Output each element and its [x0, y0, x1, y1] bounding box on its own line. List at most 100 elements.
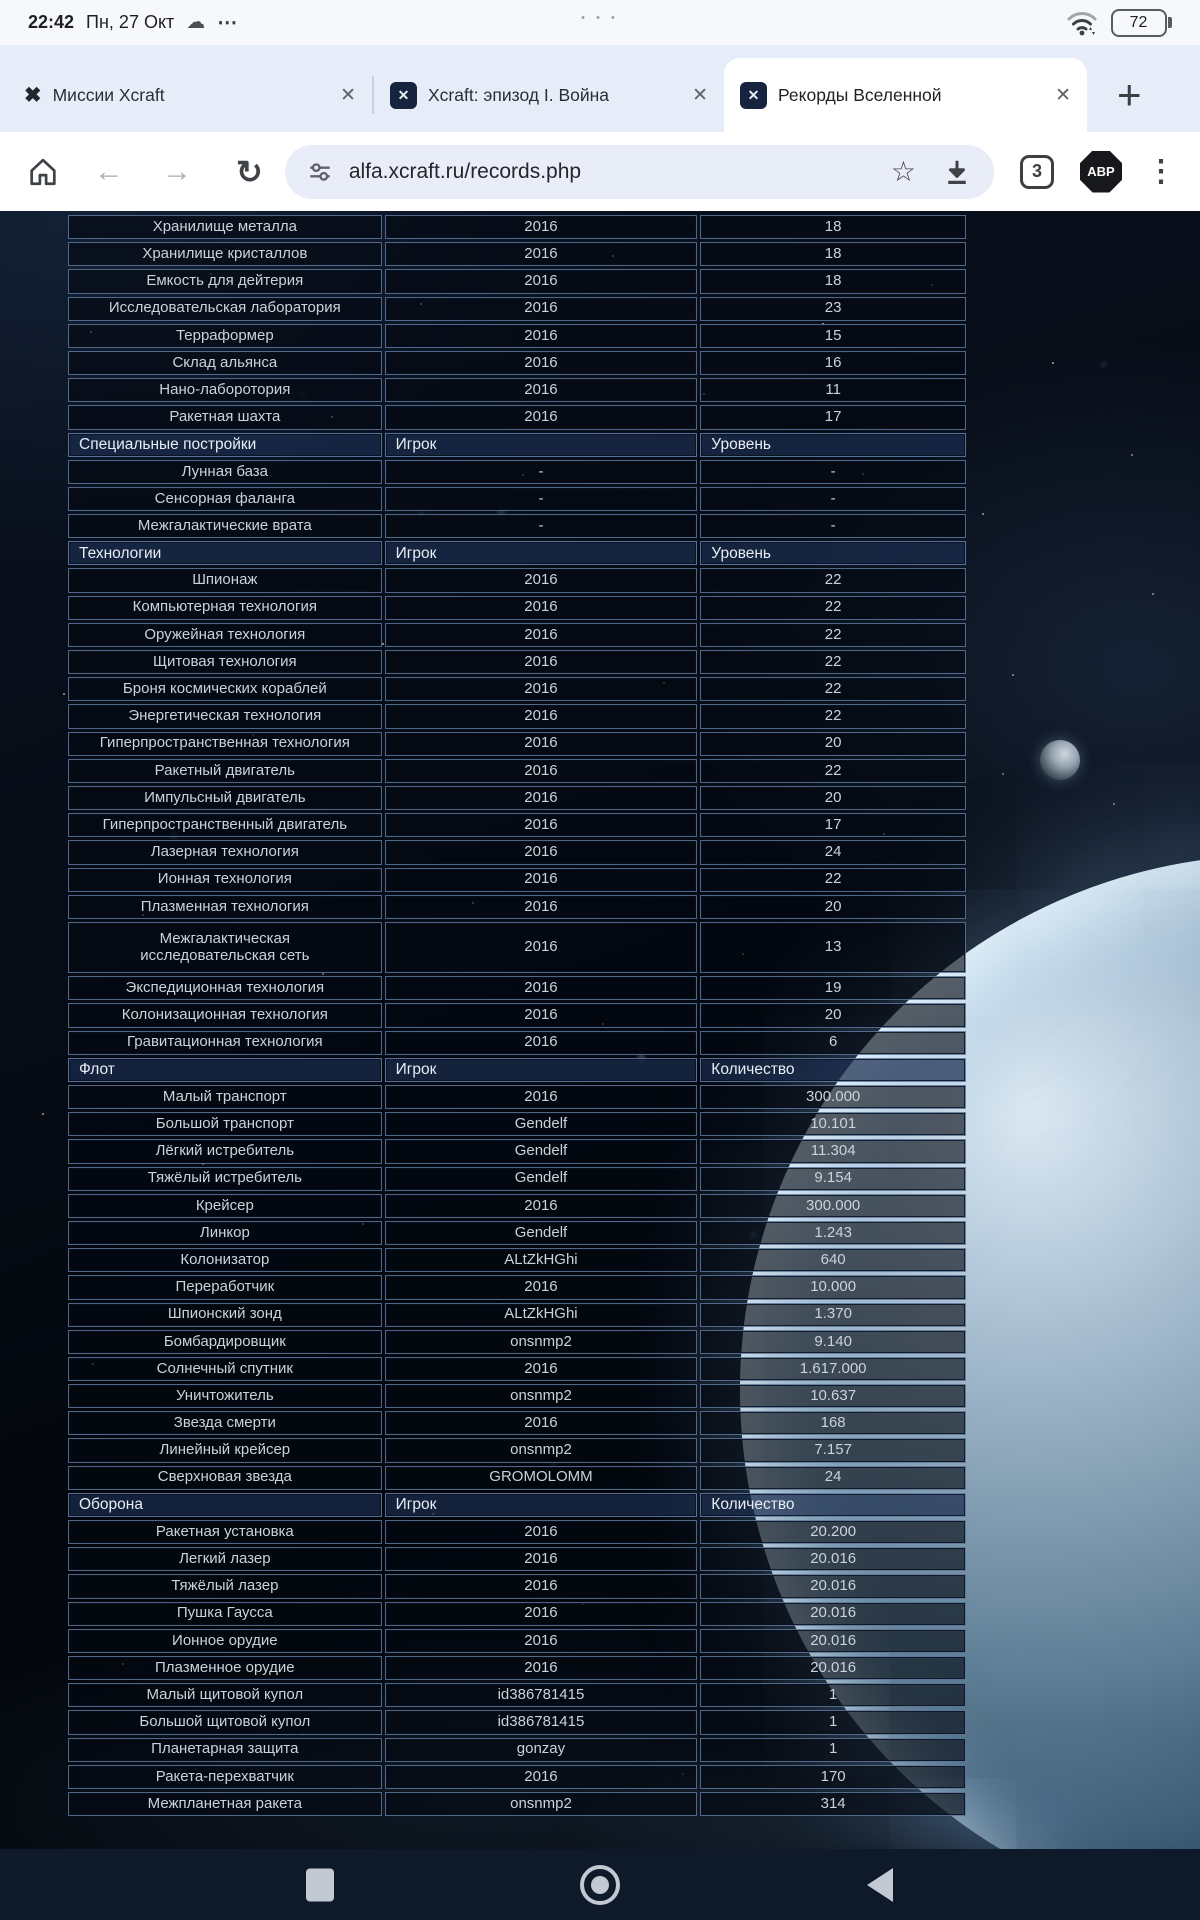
table-cell: 2016 [384, 1030, 698, 1055]
table-cell: Gendelf [384, 1166, 698, 1191]
table-header-cell: Игрок [384, 1492, 698, 1518]
status-right-group: 72 [1067, 8, 1172, 37]
table-cell: Исследовательская лаборатория [68, 296, 382, 321]
table-cell: Хранилище металла [68, 215, 382, 240]
clock: 22:42 [28, 12, 75, 32]
reload-icon[interactable]: ↻ [236, 153, 263, 190]
table-cell: 2016 [384, 731, 698, 756]
home-circle-icon[interactable] [580, 1864, 620, 1905]
tab-xcraft-episode[interactable]: ✕ Xcraft: эпизод I. Война ✕ [374, 58, 724, 132]
table-cell: 1.243 [700, 1220, 966, 1246]
table-cell: 10.637 [700, 1384, 966, 1409]
url-omnibox[interactable]: alfa.xcraft.ru/records.php ☆ [284, 144, 994, 199]
table-cell: 17 [700, 813, 966, 838]
table-cell: Шпионский зонд [68, 1302, 382, 1327]
xcraft-square-favicon-icon: ✕ [740, 81, 767, 109]
back-triangle-icon[interactable] [867, 1867, 893, 1902]
tab-rekordy-vselennoy[interactable]: ✕ Рекорды Вселенной ✕ [724, 58, 1087, 132]
table-cell: 23 [700, 296, 966, 321]
table-cell: Солнечный спутник [68, 1356, 382, 1382]
table-cell: 2016 [384, 785, 698, 811]
table-cell: 2016 [384, 1764, 698, 1789]
table-cell: Лазерная технология [68, 840, 382, 865]
table-cell: Малый щитовой купол [68, 1683, 382, 1708]
table-row: Компьютерная технология 2016 22 [68, 595, 966, 620]
table-row: Хранилище металла 2016 18 [68, 215, 966, 240]
table-cell: 17 [700, 405, 966, 430]
table-cell: 18 [700, 215, 966, 240]
menu-kebab-icon[interactable]: ⋮ [1146, 155, 1176, 188]
table-row: Исследовательская лаборатория 2016 23 [68, 296, 966, 321]
table-cell: GROMOLOMM [384, 1465, 698, 1490]
close-icon[interactable]: ✕ [692, 84, 708, 106]
back-icon[interactable]: ← [94, 154, 124, 188]
table-cell: Ионное орудие [68, 1628, 382, 1653]
table-cell: 7.157 [700, 1438, 966, 1463]
table-cell: - [700, 459, 966, 484]
xcraft-x-favicon-icon: ✖ [24, 83, 42, 107]
table-cell: Большой транспорт [68, 1112, 382, 1137]
table-cell: Тяжёлый истребитель [68, 1166, 382, 1191]
table-cell: Межпланетная ракета [68, 1791, 382, 1817]
table-cell: 18 [700, 269, 966, 294]
table-cell: 19 [700, 976, 966, 1001]
close-icon[interactable]: ✕ [1055, 84, 1071, 106]
forward-icon[interactable]: → [162, 154, 192, 188]
download-icon[interactable] [942, 157, 972, 187]
table-cell: Хранилище кристаллов [68, 242, 382, 267]
table-cell: 2016 [384, 215, 698, 240]
table-cell: Компьютерная технология [68, 595, 382, 620]
table-row: Малый транспорт 2016 300.000 [68, 1085, 966, 1110]
xcraft-square-favicon-icon: ✕ [390, 81, 417, 109]
table-cell: Шпионаж [68, 568, 382, 593]
tune-icon[interactable] [307, 159, 333, 185]
url-text[interactable]: alfa.xcraft.ru/records.php [348, 159, 582, 183]
table-cell: onsnmp2 [384, 1791, 698, 1817]
notification-overflow-icon: ⋯ [217, 12, 239, 34]
table-cell: 2016 [384, 1574, 698, 1599]
table-header-cell: Количество [700, 1492, 966, 1518]
table-section-header-row: Оборона Игрок Количество [68, 1492, 966, 1518]
table-section-header-row: Специальные постройки Игрок Уровень [68, 432, 966, 457]
table-row: Солнечный спутник 2016 1.617.000 [68, 1356, 966, 1382]
close-icon[interactable]: ✕ [340, 84, 356, 106]
table-cell: Нано-лаборотория [68, 378, 382, 403]
table-cell: Гиперпространственный двигатель [68, 813, 382, 838]
table-cell: Ракетный двигатель [68, 758, 382, 783]
table-row: Энергетическая технология 2016 22 [68, 704, 966, 729]
table-row: Большой щитовой купол id386781415 1 [68, 1710, 966, 1735]
table-cell: 24 [700, 1465, 966, 1490]
table-cell: 640 [700, 1248, 966, 1273]
table-row: Межгалактические врата - - [68, 514, 966, 539]
table-cell: 11 [700, 378, 966, 403]
adblock-abp-icon[interactable]: ABP [1080, 150, 1122, 193]
tab-count-button[interactable]: 3 [1020, 154, 1054, 189]
bookmark-star-icon[interactable]: ☆ [890, 156, 916, 187]
table-cell: 2016 [384, 650, 698, 675]
home-icon[interactable] [26, 155, 60, 189]
table-row: Ракетная установка 2016 20.200 [68, 1520, 966, 1545]
table-cell: 2016 [384, 1601, 698, 1626]
table-cell: Планетарная защита [68, 1737, 382, 1762]
table-cell: 2016 [384, 269, 698, 294]
table-cell: 2016 [384, 894, 698, 919]
table-cell: Малый транспорт [68, 1085, 382, 1110]
table-row: Тяжёлый лазер 2016 20.016 [68, 1574, 966, 1599]
new-tab-button[interactable]: + [1117, 71, 1142, 118]
recents-square-icon[interactable] [306, 1868, 334, 1901]
table-cell: 15 [700, 323, 966, 348]
table-cell: ALtZkHGhi [384, 1302, 698, 1327]
table-cell: Ракетная установка [68, 1520, 382, 1545]
table-cell: Gendelf [384, 1220, 698, 1246]
table-cell: - [384, 486, 698, 512]
table-row: Броня космических кораблей 2016 22 [68, 677, 966, 702]
table-cell: 2016 [384, 921, 698, 974]
table-cell: 10.000 [700, 1275, 966, 1300]
table-cell: 20.016 [700, 1547, 966, 1572]
table-cell: 2016 [384, 704, 698, 729]
table-cell: Межгалактическая исследовательская сеть [68, 921, 382, 974]
table-row: Сенсорная фаланга - - [68, 486, 966, 512]
table-cell: Переработчик [68, 1275, 382, 1300]
table-cell: Линкор [68, 1220, 382, 1246]
tab-missii-xcraft[interactable]: ✖ Миссии Xcraft ✕ [8, 58, 372, 132]
